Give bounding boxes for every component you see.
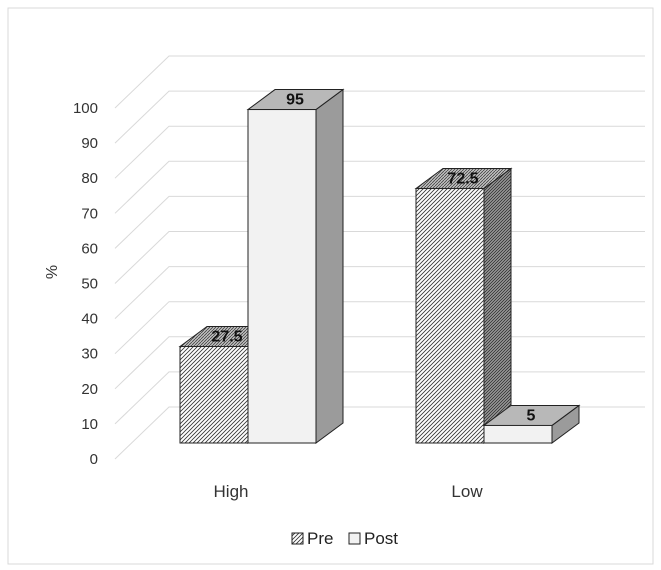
gridline	[114, 90, 645, 144]
y-tick-label: 30	[81, 346, 98, 363]
y-axis-title: %	[44, 265, 61, 279]
bar-front-face	[179, 345, 249, 444]
y-tick-label: 0	[90, 451, 98, 468]
x-axis-categories: High Low	[214, 482, 484, 501]
chart-border	[7, 7, 654, 565]
y-tick-label: 70	[81, 205, 98, 222]
gridline	[114, 266, 645, 319]
bar-post-low	[482, 404, 581, 444]
legend-label-post: Post	[364, 529, 398, 548]
data-label: 5	[527, 407, 536, 424]
bar-front-face	[483, 424, 553, 444]
y-tick-label: 50	[81, 276, 98, 293]
gridline	[114, 195, 645, 249]
legend: Pre Post	[291, 529, 398, 548]
legend-swatch-post	[348, 532, 361, 545]
x-category-label: High	[214, 482, 249, 501]
data-label: 72.5	[447, 171, 478, 188]
y-tick-label: 80	[81, 170, 98, 187]
bar-front-face	[247, 109, 317, 444]
bar-pre-low	[414, 167, 513, 444]
gridline	[114, 160, 645, 214]
y-tick-label: 100	[73, 100, 98, 117]
data-labels: 27.5 95 72.5 5	[211, 92, 535, 425]
data-label: 27.5	[211, 328, 242, 345]
x-category-label: Low	[451, 482, 483, 501]
y-tick-label: 40	[81, 311, 98, 328]
gridline	[114, 55, 645, 109]
bar-front-face	[415, 188, 485, 444]
y-tick-label: 10	[81, 416, 98, 433]
legend-swatch-pre	[291, 532, 304, 545]
y-tick-label: 20	[81, 381, 98, 398]
legend-label-pre: Pre	[307, 529, 333, 548]
data-label: 95	[286, 92, 304, 109]
y-tick-label: 90	[81, 135, 98, 152]
bar-post-high	[246, 88, 345, 444]
gridline	[114, 125, 645, 179]
bars	[178, 88, 581, 444]
bar-side-face	[483, 167, 512, 444]
bar-side-face	[315, 88, 344, 444]
gridline	[114, 231, 645, 284]
y-tick-label: 60	[81, 240, 98, 257]
y-axis-ticks: 0 10 20 30 40 50 60 70 80 90 100	[73, 100, 98, 468]
